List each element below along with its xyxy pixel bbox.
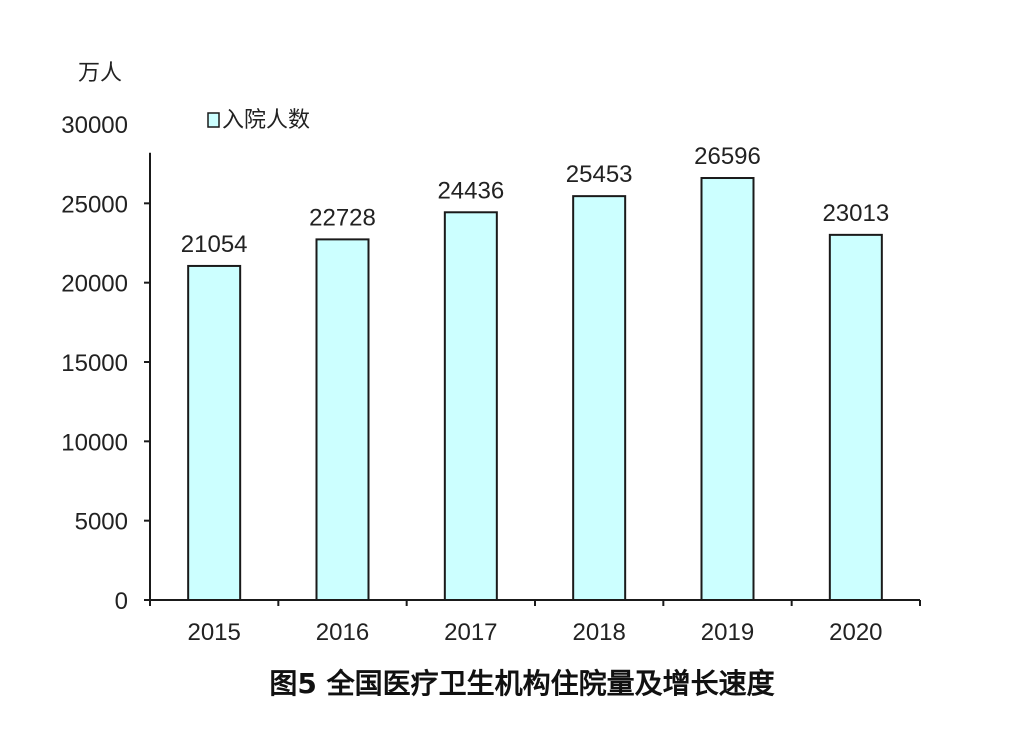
bar-2016: [315, 238, 370, 602]
bar-series: [187, 177, 883, 602]
y-tick-label: 5000: [75, 509, 128, 536]
data-label-2017: 24436: [437, 177, 504, 204]
bar-2017: [443, 211, 498, 601]
x-tick-label: 2020: [829, 619, 882, 646]
x-axis-ticks: 2015 2016 2017 2018 2019 2020: [149, 600, 921, 646]
data-label-2019: 26596: [694, 143, 761, 170]
bar-2019: [700, 177, 755, 601]
data-label-2020: 23013: [822, 200, 889, 227]
bar-2018: [572, 195, 627, 602]
x-tick-label: 2017: [444, 619, 497, 646]
bar-2020: [828, 233, 883, 601]
y-tick-label: 20000: [61, 271, 128, 298]
bar-2015: [187, 264, 242, 601]
x-tick-label: 2015: [187, 619, 240, 646]
legend-label: 入院人数: [222, 108, 310, 133]
y-axis-ticks: 0 5000 10000 15000 20000 25000 30000: [61, 112, 150, 615]
x-tick-label: 2019: [701, 619, 754, 646]
legend: 入院人数: [207, 108, 310, 133]
data-label-2016: 22728: [309, 204, 376, 231]
y-axis-unit-label: 万人: [78, 61, 122, 86]
y-tick-label: 30000: [61, 112, 128, 139]
y-tick-label: 25000: [61, 191, 128, 218]
x-tick-label: 2016: [316, 619, 369, 646]
x-tick-label: 2018: [572, 619, 625, 646]
legend-swatch: [207, 112, 220, 128]
data-labels: 21054 22728 24436 25453 26596 23013: [181, 143, 889, 258]
y-tick-label: 10000: [61, 429, 128, 456]
chart-title: 图5 全国医疗卫生机构住院量及增长速度: [269, 667, 774, 700]
data-label-2015: 21054: [181, 231, 248, 258]
data-label-2018: 25453: [566, 161, 633, 188]
y-tick-label: 15000: [61, 350, 128, 377]
y-tick-label: 0: [115, 588, 128, 615]
